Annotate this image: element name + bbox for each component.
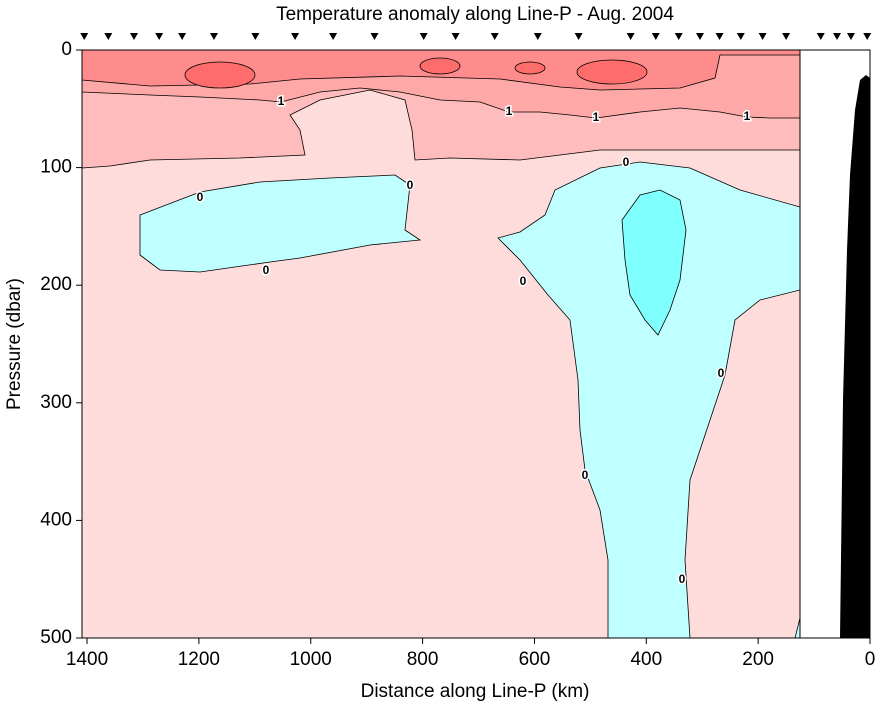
station-marker	[178, 33, 187, 40]
station-marker	[419, 33, 428, 40]
y-tick-label: 300	[40, 392, 72, 413]
station-marker	[291, 33, 300, 40]
contour-label: 1	[506, 104, 513, 118]
region-warmest	[514, 61, 546, 75]
contour-label: 0	[407, 178, 414, 192]
contour-label: 1	[593, 110, 600, 124]
x-tick-label: 600	[519, 649, 551, 670]
station-marker	[104, 33, 113, 40]
y-tick-label: 200	[40, 274, 72, 295]
region-negative	[139, 174, 422, 273]
x-tick-label: 200	[742, 649, 774, 670]
station-marker	[490, 33, 499, 40]
station-marker	[626, 33, 635, 40]
contour-label: 0	[679, 572, 686, 586]
station-marker	[329, 33, 338, 40]
contour-label: 1	[744, 109, 751, 123]
x-axis-label: Distance along Line-P (km)	[361, 681, 590, 702]
contour-field	[81, 49, 870, 639]
station-marker	[846, 33, 855, 40]
station-marker	[130, 33, 139, 40]
station-marker	[533, 33, 542, 40]
contour-label: 0	[197, 190, 204, 204]
contour-label: 0	[520, 274, 527, 288]
x-tick-label: 1000	[290, 649, 332, 670]
station-marker	[736, 33, 745, 40]
station-marker	[674, 33, 683, 40]
contour-label: 0	[623, 155, 630, 169]
x-tick-label: 400	[630, 649, 662, 670]
station-marker	[715, 33, 724, 40]
x-tick-label: 1400	[66, 649, 108, 670]
station-marker	[370, 33, 379, 40]
station-marker	[155, 33, 164, 40]
bathymetry	[840, 75, 870, 638]
contour-label: 1	[278, 94, 285, 108]
station-marker	[80, 33, 89, 40]
station-marker	[863, 33, 872, 40]
station-marker	[833, 33, 842, 40]
plot-frame	[81, 49, 871, 639]
station-marker	[758, 33, 767, 40]
y-tick-label: 100	[40, 157, 72, 178]
station-marker	[451, 33, 460, 40]
x-tick-label: 0	[865, 649, 876, 670]
y-tick-label: 0	[61, 39, 72, 60]
y-axis-label: Pressure (dbar)	[4, 278, 25, 410]
region-warmest	[419, 57, 461, 75]
station-marker	[651, 33, 660, 40]
region-warmest	[576, 59, 648, 85]
station-marker	[209, 33, 218, 40]
contour-labels: 1 1 1 1 0 0 0 0 0 0 0 0	[195, 93, 752, 588]
station-marker	[695, 33, 704, 40]
region-negative	[497, 161, 801, 639]
station-marker	[782, 33, 791, 40]
region-cold	[621, 189, 687, 336]
station-marker	[816, 33, 825, 40]
contour-label: 0	[263, 263, 270, 277]
x-tick-label: 800	[407, 649, 439, 670]
contour-label: 0	[582, 468, 589, 482]
chart-title: Temperature anomaly along Line-P - Aug. …	[276, 4, 674, 25]
y-tick-label: 400	[40, 509, 72, 530]
station-marker	[251, 33, 260, 40]
region-warmest	[184, 61, 256, 89]
station-marker	[574, 33, 583, 40]
contour-label: 0	[718, 366, 725, 380]
y-tick-label: 500	[40, 627, 72, 648]
x-tick-label: 1200	[178, 649, 220, 670]
